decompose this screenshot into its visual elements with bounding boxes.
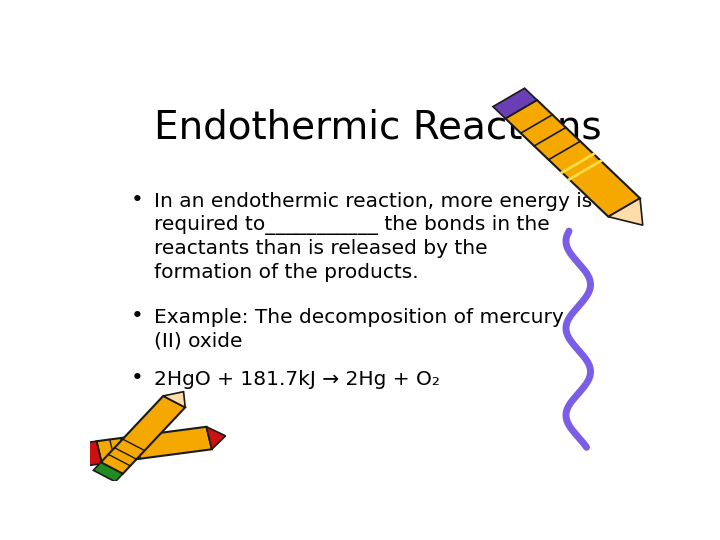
Text: In an endothermic reaction, more energy is: In an endothermic reaction, more energy …	[154, 192, 593, 211]
Text: reactants than is released by the: reactants than is released by the	[154, 239, 487, 258]
Text: formation of the products.: formation of the products.	[154, 263, 419, 282]
Polygon shape	[608, 198, 643, 225]
Polygon shape	[505, 100, 640, 217]
Polygon shape	[207, 427, 225, 449]
Text: (II) oxide: (II) oxide	[154, 332, 243, 351]
Text: Endothermic Reactions: Endothermic Reactions	[154, 109, 602, 146]
Text: required to___________ the bonds in the: required to___________ the bonds in the	[154, 215, 550, 235]
Polygon shape	[163, 392, 185, 407]
Text: Example: The decomposition of mercury: Example: The decomposition of mercury	[154, 308, 564, 327]
Text: •: •	[131, 190, 144, 210]
Text: 2HgO + 181.7kJ → 2Hg + O₂: 2HgO + 181.7kJ → 2Hg + O₂	[154, 370, 440, 389]
Polygon shape	[96, 427, 212, 464]
Text: •: •	[131, 306, 144, 326]
Polygon shape	[84, 441, 102, 465]
Polygon shape	[94, 462, 123, 482]
Polygon shape	[493, 88, 537, 118]
Text: •: •	[131, 368, 144, 388]
Polygon shape	[101, 396, 185, 474]
